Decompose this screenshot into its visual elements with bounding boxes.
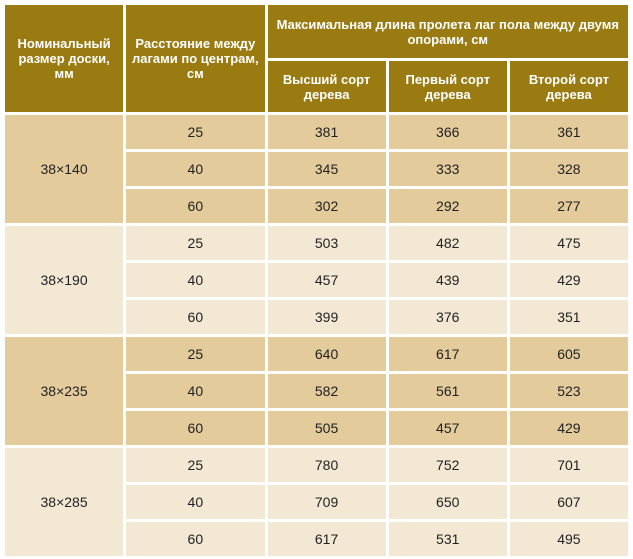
span-first-cell: 531	[388, 522, 507, 556]
board-size-cell: 38×140	[5, 115, 124, 223]
span-top-cell: 640	[267, 337, 386, 371]
span-top-cell: 505	[267, 411, 386, 445]
board-size-cell: 38×285	[5, 448, 124, 556]
table-row: 40 345 333 328	[5, 152, 628, 186]
board-size-cell: 38×235	[5, 337, 124, 445]
span-top-cell: 617	[267, 522, 386, 556]
span-second-cell: 701	[509, 448, 628, 482]
span-top-cell: 780	[267, 448, 386, 482]
spacing-cell: 60	[126, 522, 265, 556]
span-second-cell: 361	[509, 115, 628, 149]
span-top-cell: 582	[267, 374, 386, 408]
span-top-cell: 399	[267, 300, 386, 334]
table-row: 38×190 25 503 482 475	[5, 226, 628, 334]
span-second-cell: 277	[509, 189, 628, 223]
span-top-cell: 503	[267, 226, 386, 260]
header-grade-second: Второй сорт дерева	[509, 61, 628, 112]
table-row: 40 457 439 429	[5, 263, 628, 297]
span-first-cell: 292	[388, 189, 507, 223]
table-row: 38×285 25 780 752 701	[5, 448, 628, 556]
header-joist-spacing: Расстояние между лагами по центрам, см	[126, 5, 265, 112]
span-second-cell: 605	[509, 337, 628, 371]
span-first-cell: 752	[388, 448, 507, 482]
spacing-cell: 40	[126, 485, 265, 519]
spacing-cell: 60	[126, 189, 265, 223]
span-top-cell: 457	[267, 263, 386, 297]
table-row: 40 709 650 607	[5, 485, 628, 519]
span-second-cell: 429	[509, 263, 628, 297]
board-size-cell: 38×190	[5, 226, 124, 334]
span-second-cell: 607	[509, 485, 628, 519]
span-second-cell: 495	[509, 522, 628, 556]
span-second-cell: 328	[509, 152, 628, 186]
span-first-cell: 561	[388, 374, 507, 408]
table-row: 38×140 25 381 366 361	[5, 115, 628, 223]
span-second-cell: 523	[509, 374, 628, 408]
span-top-cell: 709	[267, 485, 386, 519]
span-first-cell: 482	[388, 226, 507, 260]
header-grade-top: Высший сорт дерева	[267, 61, 386, 112]
spacing-cell: 60	[126, 411, 265, 445]
span-second-cell: 351	[509, 300, 628, 334]
table-row: 60 505 457 429	[5, 411, 628, 445]
table-row: 38×235 25 640 617 605	[5, 337, 628, 445]
span-top-cell: 345	[267, 152, 386, 186]
header-board-size: Номинальный размер доски, мм	[5, 5, 124, 112]
table-row: 60 302 292 277	[5, 189, 628, 223]
span-first-cell: 366	[388, 115, 507, 149]
table-row: 40 582 561 523	[5, 374, 628, 408]
spacing-cell: 25	[126, 337, 265, 371]
span-second-cell: 429	[509, 411, 628, 445]
spacing-cell: 25	[126, 448, 265, 482]
span-second-cell: 475	[509, 226, 628, 260]
spacing-cell: 40	[126, 263, 265, 297]
table-row: 60 399 376 351	[5, 300, 628, 334]
span-first-cell: 457	[388, 411, 507, 445]
header-grade-first: Первый сорт дерева	[388, 61, 507, 112]
spacing-cell: 60	[126, 300, 265, 334]
span-top-cell: 381	[267, 115, 386, 149]
span-first-cell: 333	[388, 152, 507, 186]
span-first-cell: 439	[388, 263, 507, 297]
span-first-cell: 376	[388, 300, 507, 334]
spacing-cell: 40	[126, 152, 265, 186]
table-row: 60 617 531 495	[5, 522, 628, 556]
span-first-cell: 650	[388, 485, 507, 519]
spacing-cell: 25	[126, 226, 265, 260]
header-max-span: Максимальная длина пролета лаг пола межд…	[267, 5, 628, 58]
span-first-cell: 617	[388, 337, 507, 371]
spacing-cell: 40	[126, 374, 265, 408]
spacing-cell: 25	[126, 115, 265, 149]
span-top-cell: 302	[267, 189, 386, 223]
